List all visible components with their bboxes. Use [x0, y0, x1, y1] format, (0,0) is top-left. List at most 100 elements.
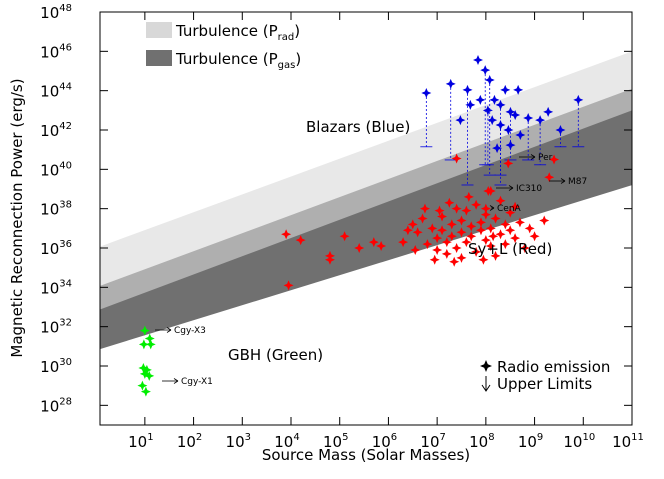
x-tick-label: 1011​ — [612, 432, 644, 451]
x-tick-label: 107​ — [420, 432, 445, 451]
legend-swatch — [146, 22, 172, 38]
data-point — [281, 229, 292, 240]
annotation-arrowhead — [508, 185, 514, 191]
plot-frame — [99, 11, 633, 426]
data-point — [473, 55, 484, 66]
data-point — [412, 227, 423, 238]
annotation-arrowhead — [166, 327, 172, 333]
data-point — [463, 191, 474, 202]
data-point — [573, 94, 584, 105]
data-point — [432, 233, 443, 244]
data-point — [441, 237, 452, 248]
data-point — [483, 185, 494, 196]
data-point — [144, 333, 155, 344]
data-point — [480, 209, 491, 220]
y-tick-label: 1038​ — [40, 200, 72, 219]
data-point — [539, 215, 550, 226]
y-tick-label: 1028​ — [40, 396, 72, 415]
data-point — [295, 235, 306, 246]
data-point — [398, 237, 409, 248]
data-point — [466, 221, 477, 232]
annotation-arrowhead — [173, 378, 179, 384]
data-point — [510, 233, 521, 244]
data-point — [505, 106, 516, 117]
data-point — [445, 78, 456, 89]
data-point — [535, 115, 546, 126]
x-tick-label: 103​ — [226, 432, 251, 451]
y-axis-label: Magnetic Reconnection Power (erg/s) — [8, 78, 26, 357]
data-point — [503, 125, 514, 135]
data-point — [485, 241, 496, 252]
data-point — [513, 84, 524, 95]
data-point — [402, 225, 413, 236]
annotation: Cgy-X3 — [174, 326, 206, 336]
data-point — [505, 140, 516, 151]
legend-marker — [480, 360, 492, 372]
data-point — [138, 339, 149, 350]
data-point — [456, 215, 467, 226]
data-point — [451, 203, 462, 214]
legend-marker — [481, 376, 491, 392]
data-point — [487, 115, 498, 126]
data-point — [419, 203, 430, 214]
data-point — [417, 213, 428, 224]
data-point — [505, 225, 516, 236]
data-point — [283, 280, 294, 291]
annotation-arrowhead — [489, 205, 495, 211]
data-point — [145, 339, 156, 350]
x-tick-label: 102​ — [177, 432, 202, 451]
data-point — [490, 250, 501, 261]
data-point — [510, 109, 521, 120]
data-point — [490, 213, 501, 224]
series-label: Blazars (Blue) — [306, 118, 410, 136]
y-tick-label: 1034​ — [40, 278, 72, 297]
series-label: GBH (Green) — [228, 346, 323, 364]
data-point — [480, 203, 491, 214]
y-tick-label: 1044​ — [40, 82, 72, 101]
annotation-arrowhead — [530, 154, 536, 160]
x-tick-label: 105​ — [323, 432, 348, 451]
data-point — [139, 368, 150, 379]
data-point — [519, 243, 530, 253]
legend-label: Turbulence (Prad​) — [175, 22, 300, 43]
data-point — [368, 237, 379, 248]
y-tick-label: 1042​ — [40, 121, 72, 140]
data-point — [141, 364, 152, 375]
data-point — [544, 172, 555, 183]
data-point — [432, 244, 443, 255]
data-point — [376, 241, 387, 252]
y-tick-label: 1030​ — [40, 357, 72, 376]
data-point — [515, 129, 526, 140]
data-point — [529, 231, 540, 242]
data-point — [492, 143, 503, 154]
data-point — [514, 217, 525, 228]
data-point — [503, 158, 514, 169]
y-tick-label: 1046​ — [40, 42, 72, 61]
data-point — [339, 231, 350, 242]
data-point — [444, 197, 455, 208]
data-point — [495, 229, 506, 240]
data-point — [354, 243, 365, 253]
turbulence-band — [100, 51, 632, 310]
data-point — [549, 154, 560, 165]
x-tick-label: 101​ — [128, 432, 153, 451]
data-point — [500, 219, 511, 230]
y-tick-label: 1036​ — [40, 239, 72, 258]
data-point — [495, 119, 506, 130]
data-point — [480, 65, 491, 76]
data-point — [484, 74, 495, 85]
data-point — [461, 205, 472, 216]
data-point — [456, 252, 467, 263]
data-point — [422, 239, 433, 250]
data-point — [324, 254, 335, 265]
data-point — [488, 231, 499, 242]
data-point — [482, 105, 493, 116]
annotation: Cgy-X1 — [181, 377, 213, 387]
data-point — [451, 243, 462, 253]
data-point — [471, 246, 482, 257]
legend-label: Upper Limits — [497, 375, 592, 393]
data-point — [505, 207, 516, 218]
x-axis-label: Source Mass (Solar Masses) — [262, 446, 470, 464]
legend-label: Radio emission — [497, 358, 610, 376]
